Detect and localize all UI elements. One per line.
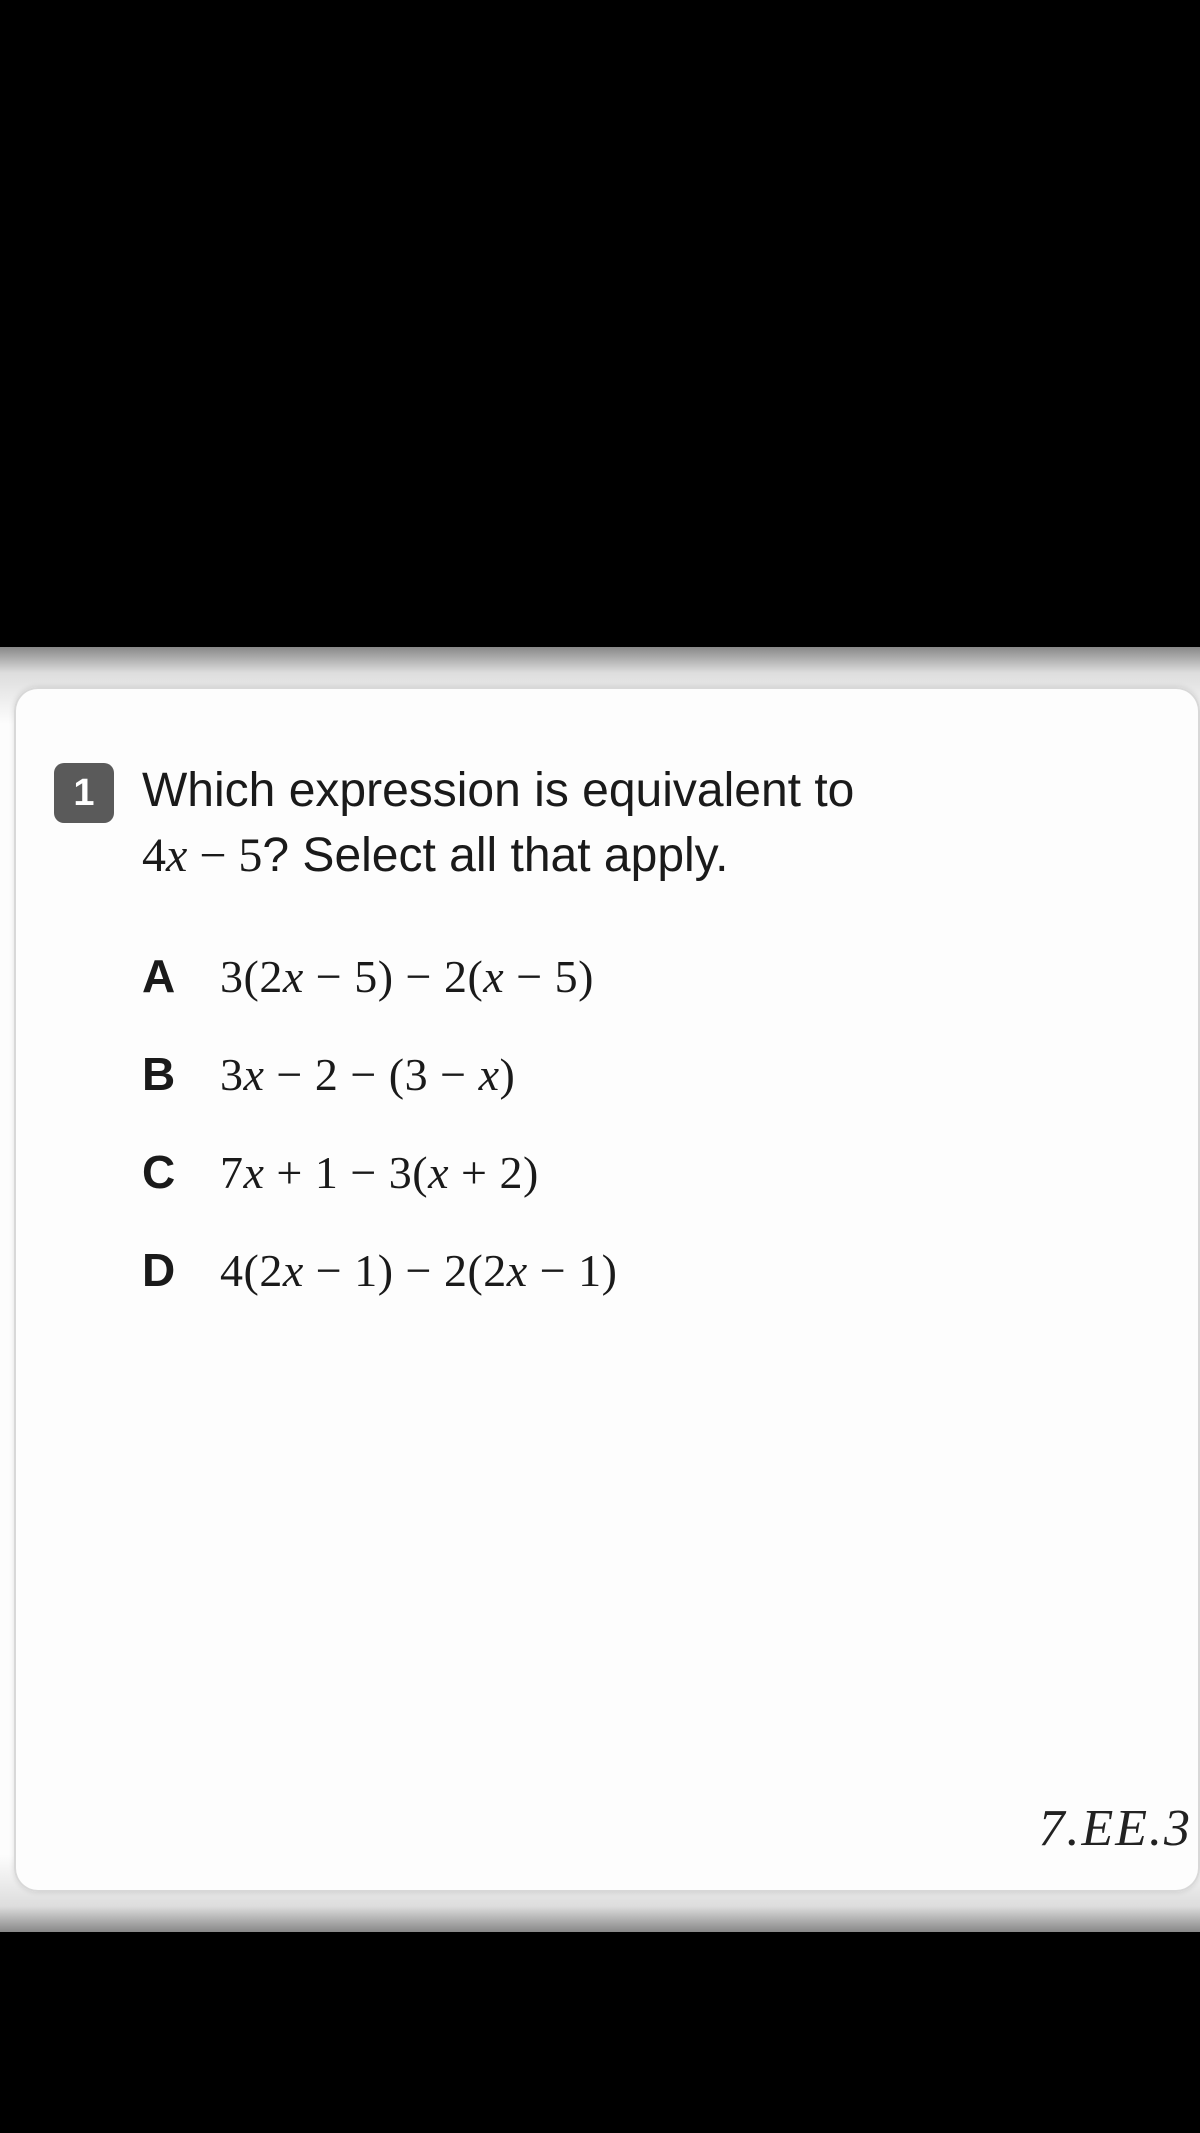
question-number: 1 [73, 772, 94, 815]
choice-c[interactable]: C 7x + 1 − 3(x + 2) [142, 1145, 1160, 1199]
question-card: 1 Which expression is equivalent to 4x −… [14, 687, 1200, 1892]
choice-expression: 4(2x − 1) − 2(2x − 1) [220, 1244, 617, 1297]
choice-expression: 3(2x − 5) − 2(x − 5) [220, 950, 594, 1003]
question-row: 1 Which expression is equivalent to 4x −… [54, 759, 1160, 889]
question-text: Which expression is equivalent to 4x − 5… [142, 759, 854, 889]
choice-d[interactable]: D 4(2x − 1) − 2(2x − 1) [142, 1243, 1160, 1297]
choice-b[interactable]: B 3x − 2 − (3 − x) [142, 1047, 1160, 1101]
question-number-badge: 1 [54, 763, 114, 823]
question-target-expression: 4x − 5 [142, 829, 262, 882]
question-prompt-prefix: Which expression is equivalent to [142, 764, 854, 817]
question-prompt-suffix: ? Select all that apply. [262, 829, 728, 882]
choice-letter: C [142, 1145, 220, 1199]
choice-letter: A [142, 949, 220, 1003]
standard-code: 7.EE.3 [1038, 1799, 1192, 1858]
card-wrapper: 1 Which expression is equivalent to 4x −… [0, 647, 1200, 1932]
choice-letter: D [142, 1243, 220, 1297]
choice-expression: 7x + 1 − 3(x + 2) [220, 1146, 539, 1199]
choices-list: A 3(2x − 5) − 2(x − 5) B 3x − 2 − (3 − x… [142, 949, 1160, 1297]
choice-a[interactable]: A 3(2x − 5) − 2(x − 5) [142, 949, 1160, 1003]
choice-expression: 3x − 2 − (3 − x) [220, 1048, 515, 1101]
choice-letter: B [142, 1047, 220, 1101]
